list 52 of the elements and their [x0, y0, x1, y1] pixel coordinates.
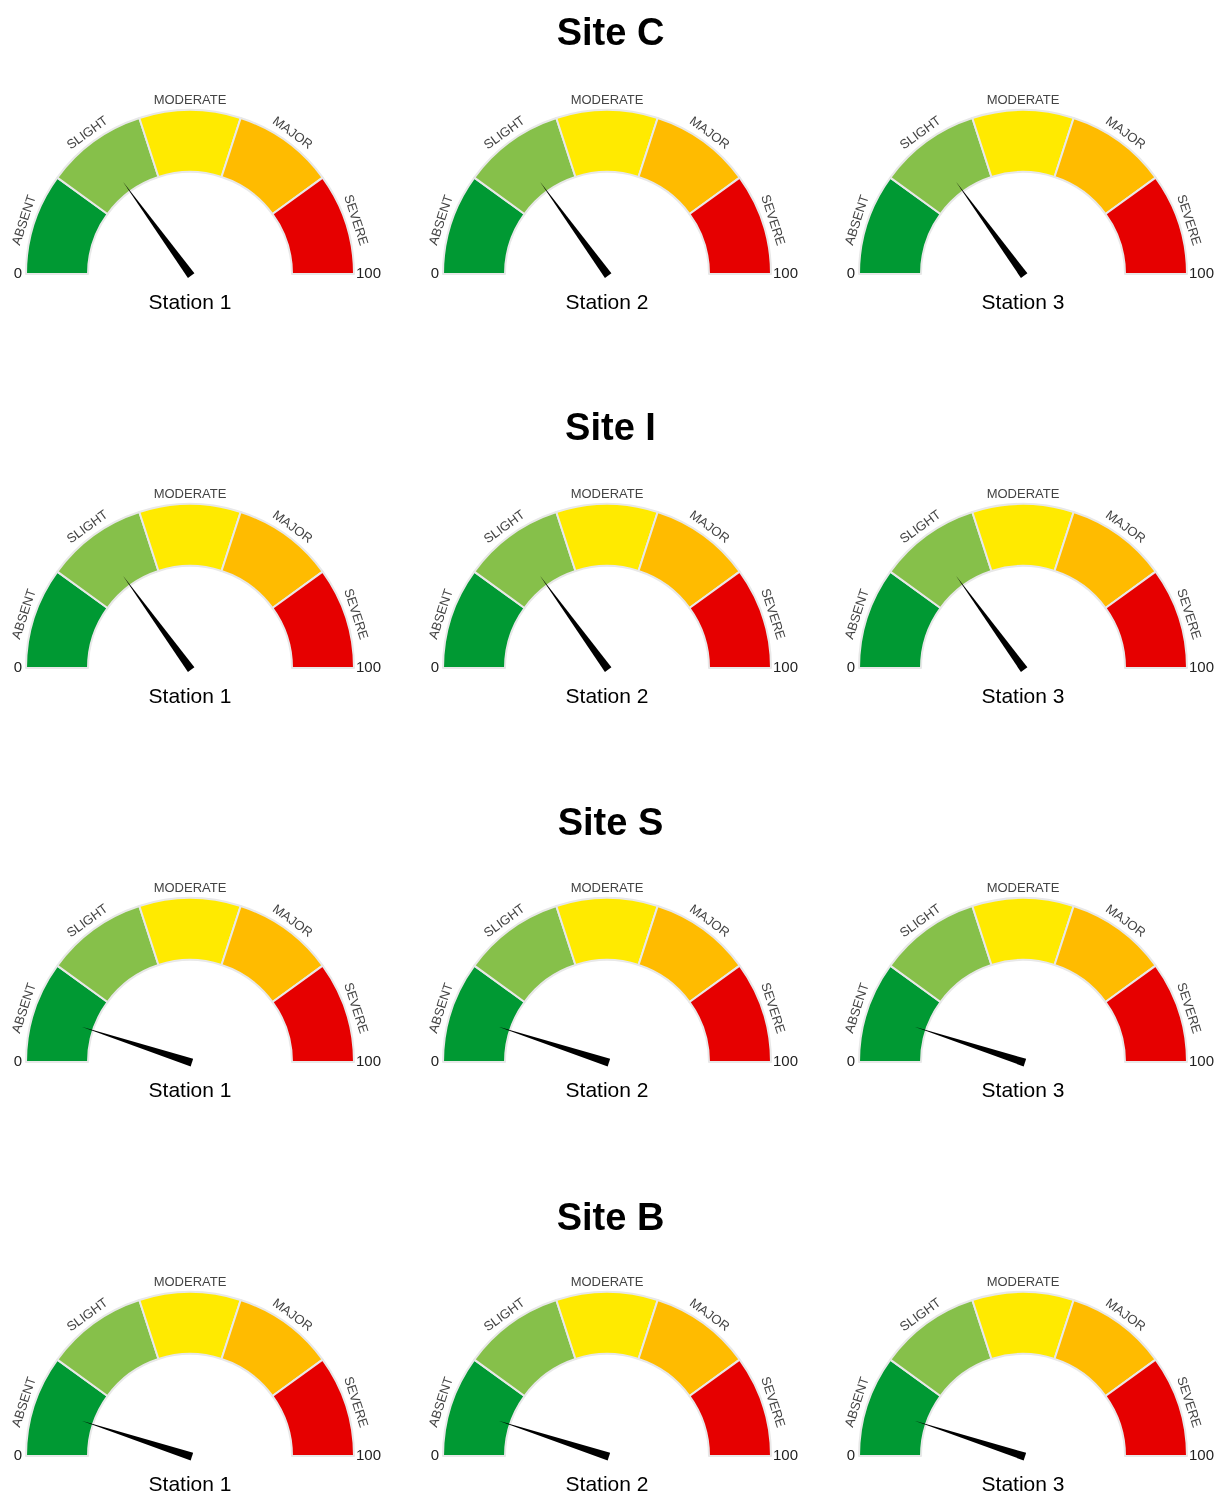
text: Site C — [555, 10, 666, 55]
text: 100 — [356, 1445, 382, 1463]
text: 0 — [430, 657, 439, 675]
slice-label: MODERATE — [570, 485, 644, 501]
text: Station 3 — [981, 1472, 1065, 1495]
text: 0 — [13, 263, 22, 281]
text: 0 — [846, 657, 855, 675]
text: Station 1 — [148, 1472, 232, 1495]
text: Station 3 — [981, 1078, 1065, 1101]
slice-label: MODERATE — [570, 1273, 644, 1289]
text: 100 — [356, 263, 382, 281]
text: 100 — [1189, 263, 1215, 281]
slice-label: MODERATE — [570, 91, 644, 107]
text: 100 — [356, 1051, 382, 1069]
text: Station 2 — [565, 1078, 649, 1101]
text: Station 1 — [148, 1078, 232, 1101]
text: 0 — [13, 657, 22, 675]
text: 0 — [430, 1051, 439, 1069]
text: Station 1 — [148, 684, 232, 707]
text: 0 — [846, 263, 855, 281]
slice-label: MODERATE — [153, 485, 227, 501]
text: 0 — [430, 263, 439, 281]
text: Site B — [555, 1195, 666, 1240]
text: 100 — [773, 1051, 799, 1069]
text: Station 3 — [981, 290, 1065, 313]
text: 0 — [13, 1445, 22, 1463]
text: Station 2 — [565, 1472, 649, 1495]
slice-label: MODERATE — [570, 879, 644, 895]
slice-label: MODERATE — [153, 879, 227, 895]
text: 100 — [1189, 1051, 1215, 1069]
text: 0 — [13, 1051, 22, 1069]
text: 100 — [773, 1445, 799, 1463]
text: 0 — [430, 1445, 439, 1463]
text: 100 — [356, 657, 382, 675]
slice-label: MODERATE — [153, 1273, 227, 1289]
text: Station 2 — [565, 290, 649, 313]
text: Station 1 — [148, 290, 232, 313]
slice-label: MODERATE — [986, 1273, 1060, 1289]
slice-label: MODERATE — [986, 879, 1060, 895]
text: Site S — [556, 800, 665, 845]
text: 0 — [846, 1445, 855, 1463]
text: 100 — [773, 263, 799, 281]
text: 100 — [1189, 657, 1215, 675]
slice-label: MODERATE — [986, 91, 1060, 107]
text: 100 — [773, 657, 799, 675]
slice-label: MODERATE — [153, 91, 227, 107]
text: Station 3 — [981, 684, 1065, 707]
text: 0 — [846, 1051, 855, 1069]
text: Station 2 — [565, 684, 649, 707]
text: 100 — [1189, 1445, 1215, 1463]
slice-label: MODERATE — [986, 485, 1060, 501]
text: Site I — [564, 405, 657, 450]
